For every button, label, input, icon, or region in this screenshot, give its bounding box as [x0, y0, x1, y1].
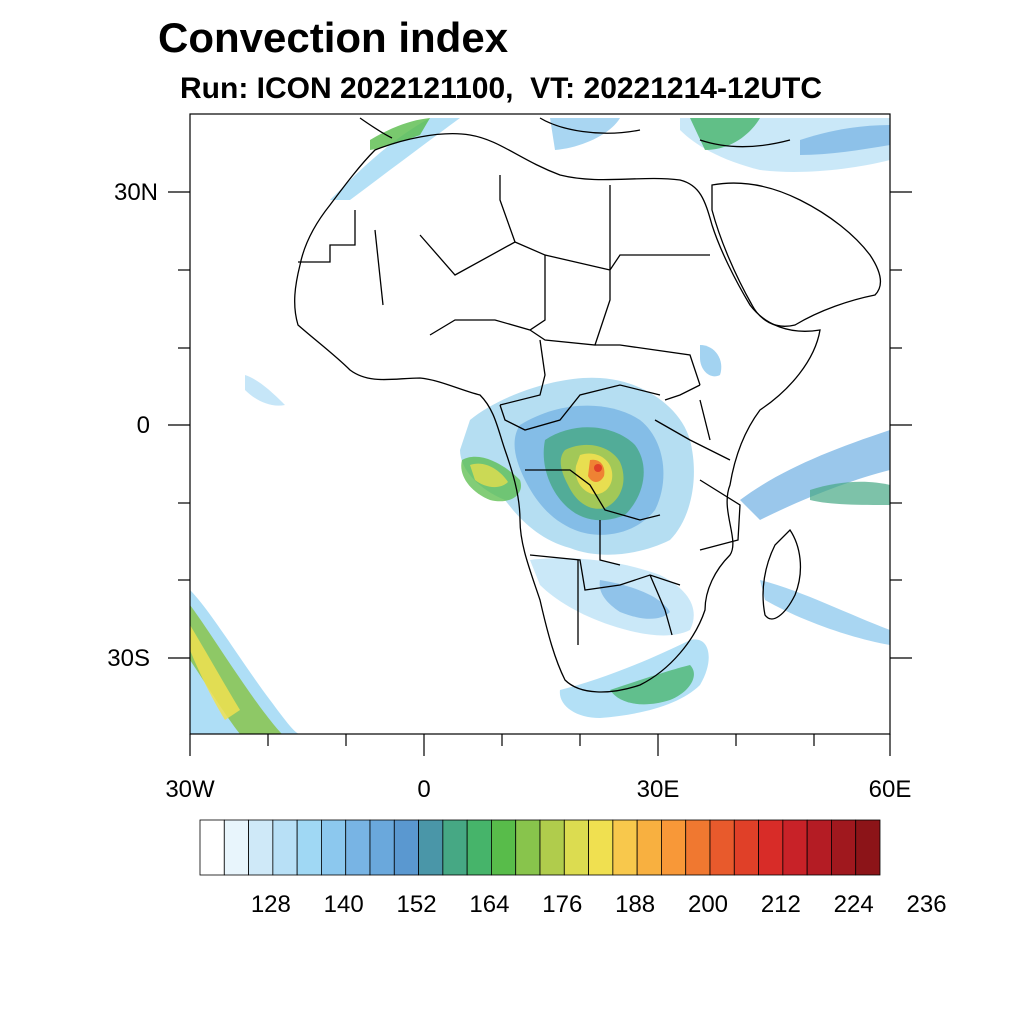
colorbar-swatch — [491, 819, 517, 876]
colorbar-swatch — [782, 819, 808, 876]
colorbar-label: 212 — [761, 891, 801, 918]
lat-label-0: 0 — [137, 412, 150, 439]
lon-label-30e: 30E — [637, 776, 680, 803]
colorbar-swatch — [369, 819, 395, 876]
lon-label-0: 0 — [417, 776, 430, 803]
map-frame — [189, 113, 891, 735]
colorbar-label: 188 — [615, 891, 655, 918]
colorbar-swatch — [442, 819, 468, 876]
lat-label-30n: 30N — [114, 179, 158, 206]
convection-field — [190, 118, 890, 734]
colorbar-swatch — [199, 819, 225, 876]
madagascar — [762, 528, 802, 620]
colorbar-swatch — [248, 819, 274, 876]
colorbar-swatch — [685, 819, 711, 876]
chart-title: Convection index — [158, 14, 509, 61]
mediterranean-north — [359, 117, 791, 148]
colorbar-swatch — [272, 819, 298, 876]
colorbar-swatch — [612, 819, 638, 876]
colorbar-swatch — [636, 819, 662, 876]
colorbar-swatch — [831, 819, 857, 876]
colorbar-swatch — [539, 819, 565, 876]
colorbar-label: 236 — [907, 891, 947, 918]
coastlines — [294, 117, 882, 693]
lon-label-30w: 30W — [165, 776, 215, 803]
convection-indian-ocean — [740, 430, 890, 520]
colorbar-label: 140 — [324, 891, 364, 918]
colorbar — [199, 819, 881, 876]
country-borders — [298, 175, 741, 645]
colorbar-swatch — [588, 819, 614, 876]
axis-ticks — [168, 191, 912, 756]
colorbar-label: 176 — [542, 891, 582, 918]
colorbar-swatch — [466, 819, 492, 876]
colorbar-swatch — [563, 819, 589, 876]
africa-outline — [294, 133, 821, 693]
colorbar-swatch — [296, 819, 322, 876]
colorbar-labels: 128 140 152 164 176 188 200 212 224 236 — [251, 891, 947, 918]
colorbar-swatch — [223, 819, 249, 876]
colorbar-swatch — [806, 819, 832, 876]
colorbar-swatch — [393, 819, 419, 876]
convection-north — [330, 118, 460, 200]
lon-label-60e: 60E — [869, 776, 912, 803]
colorbar-label: 224 — [834, 891, 874, 918]
colorbar-swatch — [661, 819, 687, 876]
colorbar-label: 152 — [397, 891, 437, 918]
colorbar-swatch — [709, 819, 735, 876]
colorbar-swatch — [321, 819, 347, 876]
colorbar-label: 128 — [251, 891, 291, 918]
colorbar-swatch — [758, 819, 784, 876]
colorbar-label: 200 — [688, 891, 728, 918]
colorbar-label: 164 — [469, 891, 509, 918]
chart-subtitle: Run: ICON 2022121100, VT: 20221214-12UTC — [180, 72, 822, 105]
colorbar-swatch — [515, 819, 541, 876]
colorbar-swatch — [345, 819, 371, 876]
lat-label-30s: 30S — [107, 645, 150, 672]
colorbar-swatch — [855, 819, 881, 876]
colorbar-swatch — [733, 819, 759, 876]
colorbar-swatch — [418, 819, 444, 876]
arabia — [711, 182, 882, 327]
